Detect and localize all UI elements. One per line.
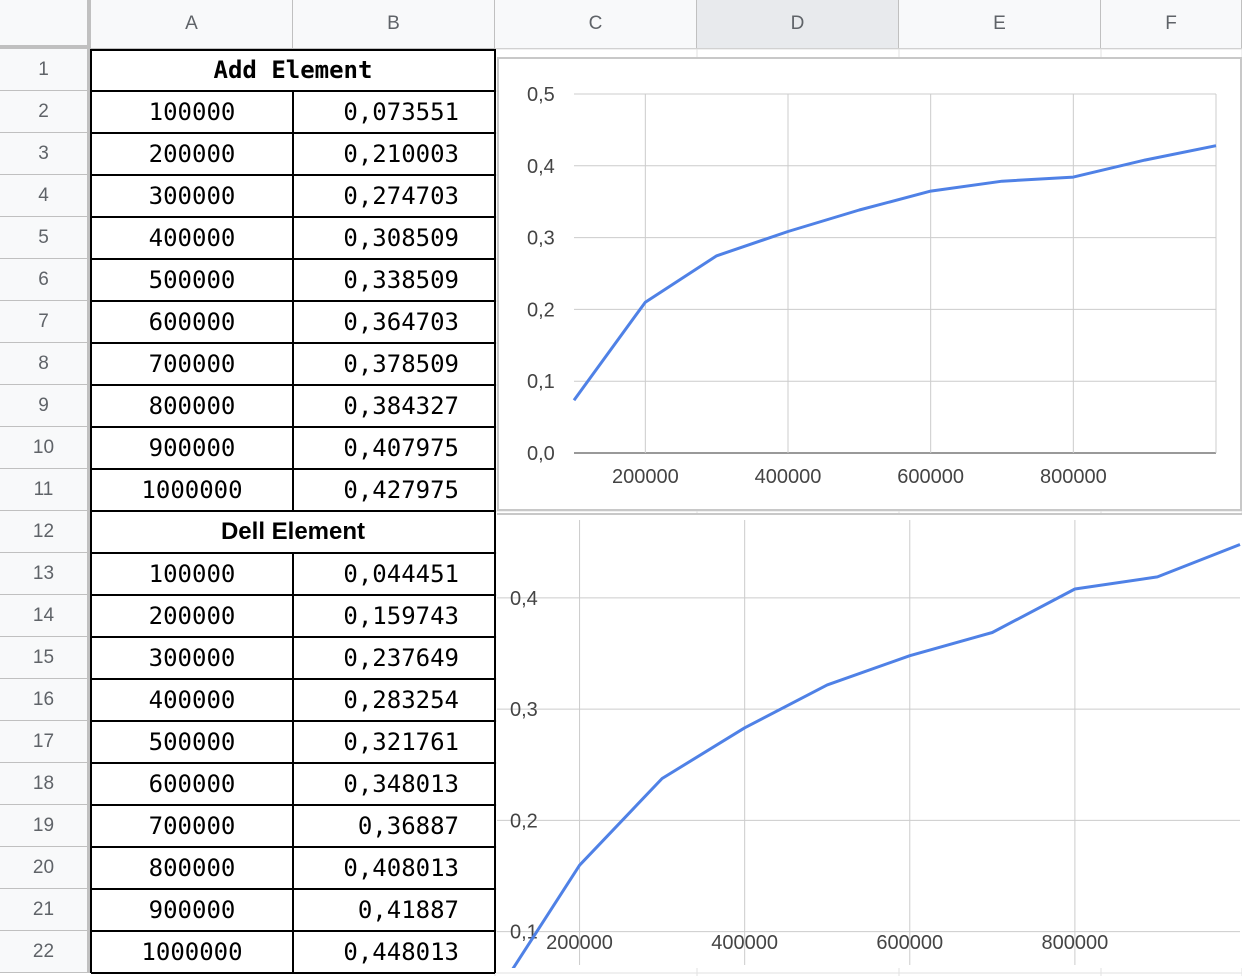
x-tick-label: 600000: [876, 932, 943, 954]
cell-time[interactable]: 0,407975: [343, 434, 459, 462]
x-tick-label: 400000: [711, 932, 778, 954]
cell-time[interactable]: 0,237649: [343, 644, 459, 672]
x-tick-label: 200000: [612, 466, 679, 488]
row-header-16[interactable]: 16: [0, 679, 91, 721]
cell-size[interactable]: 100000: [148, 98, 236, 126]
cell-time[interactable]: 0,41887: [357, 896, 459, 924]
row-header-13[interactable]: 13: [0, 553, 91, 595]
y-tick-label: 0,4: [510, 588, 538, 610]
cell-size[interactable]: 100000: [148, 560, 236, 588]
row-header-18[interactable]: 18: [0, 763, 91, 805]
y-tick-label: 0,2: [510, 810, 538, 832]
cell-time[interactable]: 0,321761: [343, 728, 459, 756]
cell-size[interactable]: 200000: [148, 140, 236, 168]
y-tick-label: 0,2: [527, 299, 555, 321]
y-tick-label: 0,4: [527, 156, 555, 178]
row-header-4[interactable]: 4: [0, 175, 91, 217]
y-tick-label: 0,3: [527, 228, 555, 250]
row-header-7[interactable]: 7: [0, 301, 91, 343]
cell-size[interactable]: 300000: [148, 182, 236, 210]
row-header-14[interactable]: 14: [0, 595, 91, 637]
y-tick-label: 0,1: [527, 371, 555, 393]
column-header-c[interactable]: C: [495, 0, 697, 49]
cell-time[interactable]: 0,283254: [343, 686, 459, 714]
cell-time[interactable]: 0,448013: [343, 938, 459, 966]
cell-time[interactable]: 0,073551: [343, 98, 459, 126]
x-tick-label: 600000: [897, 466, 964, 488]
cell-time[interactable]: 0,427975: [343, 476, 459, 504]
cell-size[interactable]: 1000000: [141, 476, 243, 504]
row-header-1[interactable]: 1: [0, 49, 91, 91]
chart-add-element[interactable]: 0,0 0,1 0,2 0,3 0,4 0,5 200000 400000 600000 8000…: [497, 57, 1242, 511]
x-tick-label: 800000: [1042, 932, 1109, 954]
cell-size[interactable]: 400000: [148, 224, 236, 252]
cell-size[interactable]: 200000: [148, 602, 236, 630]
cell-time[interactable]: 0,159743: [343, 602, 459, 630]
select-all-corner[interactable]: [0, 0, 91, 49]
title-dell-element[interactable]: Dell Element: [220, 518, 366, 545]
series-line: [506, 543, 1241, 976]
chart-add-element-svg: 0,0 0,1 0,2 0,3 0,4 0,5 200000 400000 600000 8000…: [527, 84, 1217, 488]
cell-size[interactable]: 600000: [148, 770, 236, 798]
cell-time[interactable]: 0,408013: [343, 854, 459, 882]
column-header-b[interactable]: B: [293, 0, 495, 49]
row-header-19[interactable]: 19: [0, 805, 91, 847]
x-tick-label: 200000: [546, 932, 613, 954]
cell-time[interactable]: 0,338509: [343, 266, 459, 294]
column-header-e[interactable]: E: [899, 0, 1101, 49]
row-header-15[interactable]: 15: [0, 637, 91, 679]
cell-size[interactable]: 400000: [148, 686, 236, 714]
chart-dell-element[interactable]: 0,1 0,2 0,3 0,4 200000 400000 600000 800000: [497, 513, 1242, 976]
cell-size[interactable]: 1000000: [141, 938, 243, 966]
cell-size[interactable]: 700000: [148, 350, 236, 378]
row-header-2[interactable]: 2: [0, 91, 91, 133]
y-tick-label: 0,1: [510, 922, 538, 944]
row-header-20[interactable]: 20: [0, 847, 91, 889]
row-header-17[interactable]: 17: [0, 721, 91, 763]
cell-time[interactable]: 0,308509: [343, 224, 459, 252]
cell-size[interactable]: 500000: [148, 728, 236, 756]
y-tick-label: 0,5: [527, 84, 555, 106]
title-add-element[interactable]: Add Element: [213, 56, 373, 84]
row-header-9[interactable]: 9: [0, 385, 91, 427]
cell-time[interactable]: 0,348013: [343, 770, 459, 798]
row-header-10[interactable]: 10: [0, 427, 91, 469]
row-header-3[interactable]: 3: [0, 133, 91, 175]
row-header-12[interactable]: 12: [0, 511, 91, 553]
cell-time[interactable]: 0,044451: [343, 560, 459, 588]
cell-size[interactable]: 600000: [148, 308, 236, 336]
x-tick-label: 800000: [1040, 466, 1107, 488]
cell-size[interactable]: 700000: [148, 812, 236, 840]
row-header-21[interactable]: 21: [0, 889, 91, 931]
cell-size[interactable]: 800000: [148, 392, 236, 420]
y-tick-label: 0,0: [527, 443, 555, 465]
chart-dell-element-svg: 0,1 0,2 0,3 0,4 200000 400000 600000 800000: [497, 520, 1241, 976]
cell-time[interactable]: 0,274703: [343, 182, 459, 210]
row-header-6[interactable]: 6: [0, 259, 91, 301]
cell-size[interactable]: 900000: [148, 434, 236, 462]
y-tick-label: 0,3: [510, 699, 538, 721]
series-line: [572, 144, 1217, 402]
column-header-a[interactable]: A: [91, 0, 293, 49]
cell-time[interactable]: 0,36887: [357, 812, 459, 840]
cell-time[interactable]: 0,378509: [343, 350, 459, 378]
cell-size[interactable]: 800000: [148, 854, 236, 882]
cell-time[interactable]: 0,384327: [343, 392, 459, 420]
cell-size[interactable]: 500000: [148, 266, 236, 294]
cell-size[interactable]: 900000: [148, 896, 236, 924]
cell-time[interactable]: 0,364703: [343, 308, 459, 336]
cell-time[interactable]: 0,210003: [343, 140, 459, 168]
row-header-8[interactable]: 8: [0, 343, 91, 385]
row-header-22[interactable]: 22: [0, 931, 91, 973]
cell-size[interactable]: 300000: [148, 644, 236, 672]
row-header-11[interactable]: 11: [0, 469, 91, 511]
x-tick-label: 400000: [755, 466, 822, 488]
row-header-5[interactable]: 5: [0, 217, 91, 259]
